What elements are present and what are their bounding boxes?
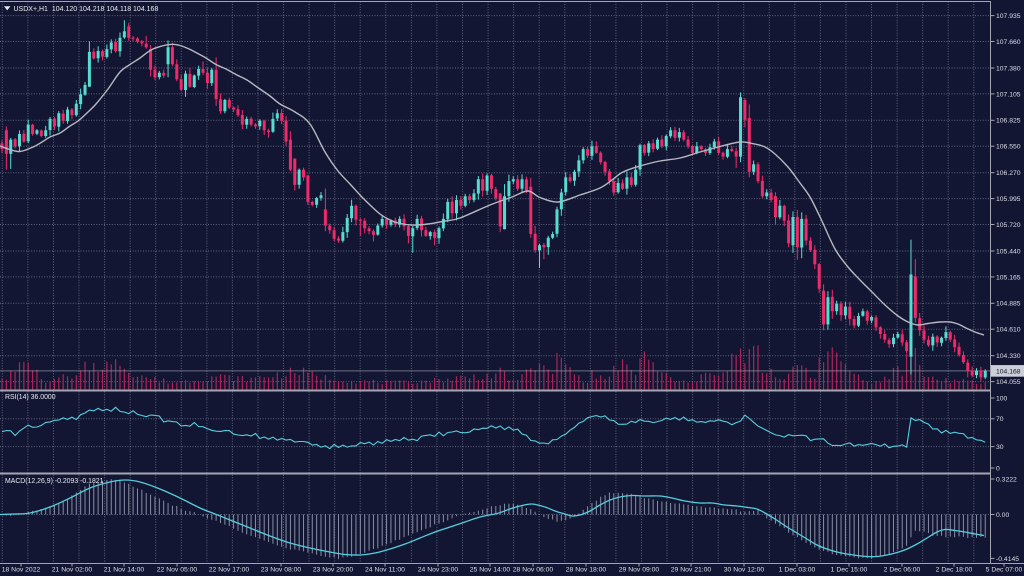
svg-text:21 Nov 14:00: 21 Nov 14:00 [104, 567, 145, 574]
svg-text:1 Dec 15:00: 1 Dec 15:00 [831, 567, 868, 574]
svg-text:5 Dec 07:00: 5 Dec 07:00 [986, 567, 1023, 574]
svg-text:29 Nov 09:00: 29 Nov 09:00 [619, 567, 660, 574]
svg-text:70: 70 [996, 416, 1004, 423]
svg-text:29 Nov 21:00: 29 Nov 21:00 [671, 567, 712, 574]
svg-text:MACD(12,26,9) -0.2093 -0.1821: MACD(12,26,9) -0.2093 -0.1821 [5, 478, 104, 485]
svg-text:22 Nov 17:00: 22 Nov 17:00 [209, 567, 250, 574]
svg-text:100: 100 [996, 395, 1008, 402]
svg-text:2 Dec 06:00: 2 Dec 06:00 [884, 567, 921, 574]
svg-text:USDX+,H1 104.120 104.218 104.: USDX+,H1 104.120 104.218 104.118 104.168 [14, 6, 159, 13]
svg-text:23 Nov 20:00: 23 Nov 20:00 [313, 567, 354, 574]
svg-text:2 Dec 18:00: 2 Dec 18:00 [936, 567, 973, 574]
svg-text:21 Nov 02:00: 21 Nov 02:00 [52, 567, 93, 574]
svg-text:0: 0 [996, 465, 1000, 472]
svg-text:28 Nov 18:00: 28 Nov 18:00 [566, 567, 607, 574]
svg-text:107.935: 107.935 [996, 13, 1021, 20]
svg-text:106.825: 106.825 [996, 118, 1021, 125]
svg-text:106.550: 106.550 [996, 144, 1021, 151]
svg-text:107.660: 107.660 [996, 39, 1021, 46]
svg-text:105.440: 105.440 [996, 248, 1021, 255]
svg-text:104.885: 104.885 [996, 301, 1021, 308]
svg-text:RSI(14) 36.0000: RSI(14) 36.0000 [5, 394, 56, 401]
svg-text:25 Nov 14:00: 25 Nov 14:00 [470, 567, 511, 574]
svg-text:24 Nov 11:00: 24 Nov 11:00 [365, 567, 405, 574]
svg-text:-0.4145: -0.4145 [996, 556, 1019, 563]
svg-text:104.330: 104.330 [996, 353, 1021, 360]
svg-text:23 Nov 08:00: 23 Nov 08:00 [261, 567, 302, 574]
svg-text:104.610: 104.610 [996, 327, 1021, 334]
svg-text:0.00: 0.00 [996, 512, 1009, 519]
svg-text:30: 30 [996, 444, 1004, 451]
svg-text:105.720: 105.720 [996, 222, 1021, 229]
svg-text:104.168: 104.168 [996, 368, 1021, 375]
svg-text:106.270: 106.270 [996, 170, 1021, 177]
svg-text:22 Nov 05:00: 22 Nov 05:00 [157, 567, 198, 574]
svg-text:1 Dec 03:00: 1 Dec 03:00 [779, 567, 816, 574]
svg-text:0.3222: 0.3222 [996, 476, 1017, 483]
svg-text:107.105: 107.105 [996, 91, 1021, 98]
svg-text:107.380: 107.380 [996, 65, 1021, 72]
svg-text:18 Nov 2022: 18 Nov 2022 [2, 567, 41, 574]
svg-text:105.995: 105.995 [996, 196, 1021, 203]
svg-text:28 Nov 06:00: 28 Nov 06:00 [513, 567, 554, 574]
svg-text:30 Nov 12:00: 30 Nov 12:00 [724, 567, 765, 574]
svg-text:104.055: 104.055 [996, 379, 1021, 386]
svg-text:24 Nov 23:00: 24 Nov 23:00 [418, 567, 459, 574]
svg-text:105.165: 105.165 [996, 274, 1021, 281]
